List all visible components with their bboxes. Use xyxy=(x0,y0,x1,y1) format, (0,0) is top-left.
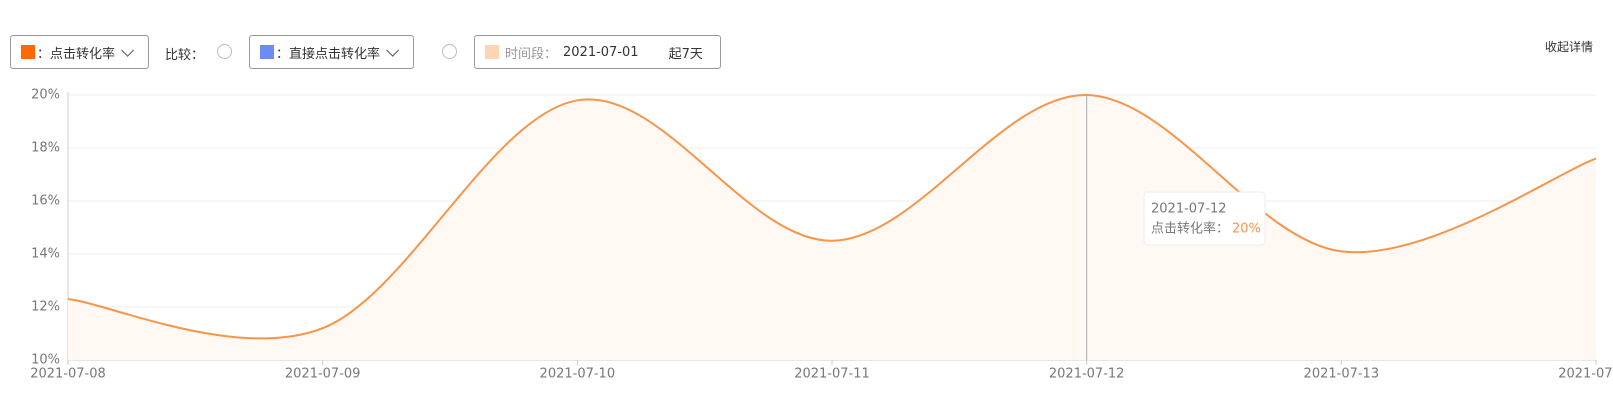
compare-metric-label: ：直接点击转化率 xyxy=(276,46,381,62)
swatch xyxy=(21,45,35,59)
period-length: 起7天 xyxy=(668,46,703,62)
radio[interactable] xyxy=(217,44,232,59)
x-tick-label: 2021-07-09 xyxy=(285,367,361,382)
x-tick-label: 2021-07-11 xyxy=(794,367,870,382)
radio[interactable] xyxy=(442,44,457,59)
x-tick-label: 2021-07-10 xyxy=(540,367,616,382)
period-start: 2021-07-01 xyxy=(563,44,639,60)
line xyxy=(67,93,1597,340)
y-tick-label: 18% xyxy=(31,141,60,156)
x-tick-label: 2021-07-13 xyxy=(1304,367,1380,382)
x-tick-label: 2021-07-12 xyxy=(1049,367,1125,382)
y-tick-label: 10% xyxy=(31,353,60,368)
compare-dropdown[interactable]: ：直接点击转化率 xyxy=(249,35,414,69)
tooltip-value: 20% xyxy=(1232,222,1261,237)
y-tick-label: 16% xyxy=(31,194,60,209)
area xyxy=(68,94,1596,360)
x-tick-label: 2021-07-14 xyxy=(1558,367,1613,382)
y-tick-label: 14% xyxy=(31,247,60,262)
y-tick-label: 12% xyxy=(31,300,60,315)
tooltip-date: 2021-07-12 xyxy=(1151,202,1227,217)
metric-label: ：点击转化率 xyxy=(37,46,116,62)
swatch xyxy=(485,45,499,59)
period-label: 时间段： xyxy=(505,46,558,62)
compare-label: 比较： xyxy=(165,48,205,63)
swatch xyxy=(260,45,274,59)
period-picker[interactable]: 时间段： 2021-07-01 起7天 xyxy=(474,35,721,69)
collapse-link[interactable]: 收起详情 xyxy=(1545,40,1594,54)
tooltip-label: 点击转化率： xyxy=(1151,221,1229,237)
tooltip-box xyxy=(1143,191,1266,246)
metric-dropdown[interactable]: ：点击转化率 xyxy=(10,35,149,69)
y-tick-label: 20% xyxy=(31,88,60,103)
x-tick-label: 2021-07-08 xyxy=(30,367,106,382)
